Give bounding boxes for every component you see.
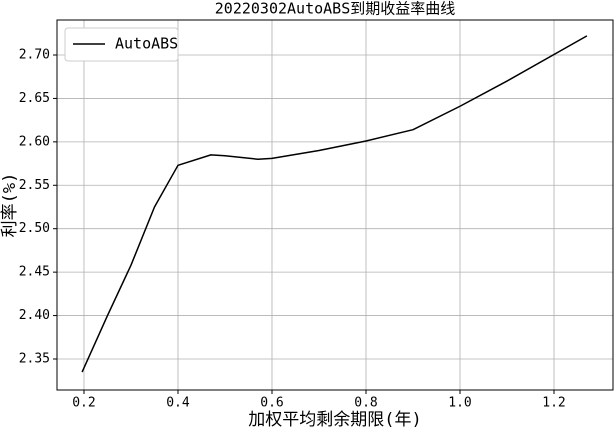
x-tick-label: 0.2 (72, 396, 95, 411)
x-axis-label: 加权平均剩余期限(年) (248, 410, 421, 430)
line (81, 35, 588, 373)
y-tick-label: 2.50 (19, 221, 50, 236)
legend-label: AutoABS (115, 35, 178, 53)
y-tick-label: 2.60 (19, 134, 50, 149)
y-tick-label: 2.45 (19, 265, 50, 280)
y-tick-label: 2.70 (19, 48, 50, 63)
x-tick-label: 0.4 (166, 396, 190, 411)
y-axis-label: 利率(%) (0, 173, 20, 238)
plot-frame (56, 19, 614, 391)
y-tick-label: 2.55 (19, 178, 50, 193)
chart-title: 20220302AutoABS到期收益率曲线 (215, 0, 455, 18)
x-tick-label: 0.8 (354, 396, 377, 411)
y-tick-label: 2.65 (19, 91, 50, 106)
x-tick-label: 1.0 (448, 396, 471, 411)
x-tick-label: 1.2 (542, 396, 565, 411)
legend-box (64, 27, 179, 62)
y-tick-label: 2.35 (19, 351, 50, 366)
y-tick-label: 2.40 (19, 308, 50, 323)
x-tick-label: 0.6 (260, 396, 283, 411)
